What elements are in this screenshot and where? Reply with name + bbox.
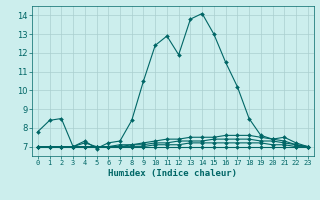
- X-axis label: Humidex (Indice chaleur): Humidex (Indice chaleur): [108, 169, 237, 178]
